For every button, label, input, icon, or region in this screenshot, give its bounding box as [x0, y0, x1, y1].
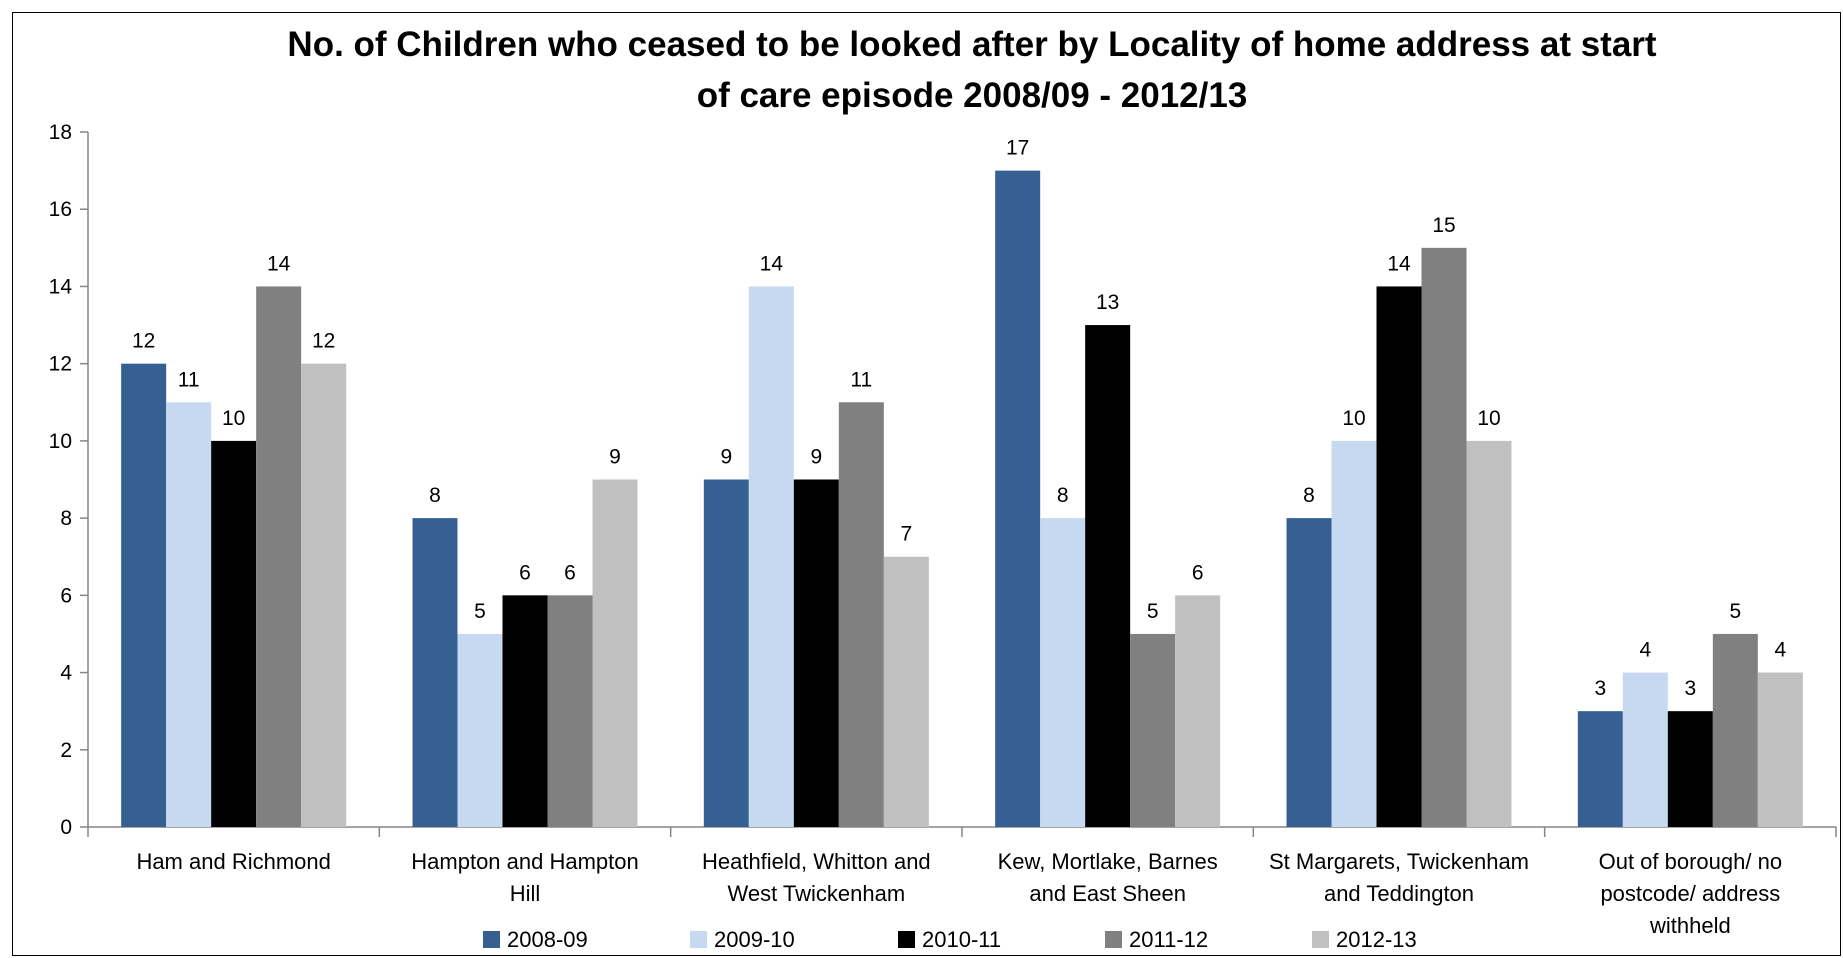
data-label: 5 — [1147, 600, 1159, 623]
bar-2008-09 — [412, 518, 458, 827]
data-label: 15 — [1432, 214, 1455, 237]
data-label: 10 — [1477, 407, 1500, 430]
bar-2009-10 — [457, 633, 503, 827]
chart-title-line-1: No. of Children who ceased to be looked … — [287, 25, 1656, 64]
data-label: 10 — [222, 407, 245, 430]
data-label: 14 — [760, 252, 784, 275]
y-tick-label: 10 — [49, 430, 72, 453]
bar-2009-10 — [1622, 672, 1668, 827]
bar-2010-11 — [1376, 286, 1422, 827]
bar-2009-10 — [1331, 440, 1377, 827]
y-tick-label: 8 — [60, 507, 72, 530]
legend-label: 2010-11 — [922, 927, 1001, 952]
bar-2009-10 — [748, 286, 794, 827]
x-category-label: Kew, Mortlake, Barnes — [998, 849, 1218, 874]
bar-2010-11 — [502, 595, 548, 827]
y-tick-label: 14 — [49, 275, 73, 298]
data-label: 9 — [609, 446, 621, 469]
bar-2008-09 — [121, 363, 167, 827]
legend-swatch-2009-10 — [690, 931, 707, 948]
data-label: 17 — [1006, 137, 1029, 160]
x-category-label: and Teddington — [1324, 881, 1474, 906]
data-label: 12 — [132, 330, 155, 353]
bar-2008-09 — [995, 170, 1041, 828]
x-category-label: Hampton and Hampton — [411, 849, 638, 874]
x-category-label: St Margarets, Twickenham — [1269, 849, 1529, 874]
x-category-label: Heathfield, Whitton and — [702, 849, 931, 874]
data-label: 8 — [1057, 484, 1069, 507]
bar-2012-13 — [301, 363, 347, 827]
bar-2011-12 — [256, 286, 302, 827]
x-category-label: Out of borough/ no — [1599, 849, 1782, 874]
bar-2011-12 — [547, 595, 593, 827]
bar-2010-11 — [1667, 711, 1713, 827]
data-label: 13 — [1096, 291, 1119, 314]
bar-2012-13 — [1757, 672, 1803, 827]
data-label: 10 — [1342, 407, 1365, 430]
y-tick-label: 16 — [49, 198, 72, 221]
bar-2008-09 — [703, 479, 749, 827]
legend-label: 2012-13 — [1336, 927, 1417, 952]
data-label: 6 — [564, 561, 576, 584]
y-tick-label: 0 — [60, 816, 72, 839]
data-label: 11 — [850, 368, 872, 391]
bar-2011-12 — [1130, 633, 1176, 827]
bar-2011-12 — [838, 402, 884, 827]
legend-label: 2008-09 — [507, 927, 588, 952]
data-label: 4 — [1774, 639, 1786, 662]
data-label: 8 — [1303, 484, 1315, 507]
bar-2012-13 — [1466, 440, 1512, 827]
bar-2008-09 — [1286, 518, 1332, 827]
bar-2010-11 — [1085, 325, 1131, 827]
data-label: 3 — [1684, 677, 1696, 700]
data-label: 11 — [178, 368, 200, 391]
y-tick-label: 4 — [60, 662, 72, 685]
legend-label: 2009-10 — [714, 927, 795, 952]
x-category-label: postcode/ address — [1600, 881, 1780, 906]
legend-label: 2011-12 — [1129, 927, 1208, 952]
data-label: 9 — [720, 446, 732, 469]
data-label: 7 — [900, 523, 912, 546]
chart-title-line-2: of care episode 2008/09 - 2012/13 — [697, 76, 1248, 115]
y-tick-label: 6 — [60, 584, 72, 607]
data-label: 14 — [1387, 252, 1411, 275]
data-label: 6 — [1192, 561, 1204, 584]
x-category-label: and East Sheen — [1029, 881, 1186, 906]
bar-2011-12 — [1421, 247, 1467, 828]
data-label: 5 — [474, 600, 486, 623]
legend-swatch-2012-13 — [1312, 931, 1329, 948]
bar-2010-11 — [211, 440, 257, 827]
bar-2012-13 — [592, 479, 638, 827]
legend-swatch-2010-11 — [898, 931, 915, 948]
data-label: 4 — [1639, 639, 1651, 662]
data-label: 6 — [519, 561, 531, 584]
y-tick-label: 12 — [49, 353, 72, 376]
data-label: 8 — [429, 484, 441, 507]
y-tick-label: 2 — [60, 739, 72, 762]
bar-2008-09 — [1577, 711, 1623, 827]
bar-2012-13 — [1175, 595, 1221, 827]
data-label: 5 — [1729, 600, 1741, 623]
bar-2012-13 — [883, 556, 929, 827]
x-category-label: West Twickenham — [727, 881, 905, 906]
data-label: 3 — [1594, 677, 1606, 700]
data-label: 12 — [312, 330, 335, 353]
legend-swatch-2011-12 — [1105, 931, 1122, 948]
legend-swatch-2008-09 — [483, 931, 500, 948]
x-category-label: Hill — [510, 881, 541, 906]
data-label: 14 — [267, 252, 291, 275]
bar-2009-10 — [166, 402, 212, 827]
x-category-label: Ham and Richmond — [136, 849, 330, 874]
x-category-label: withheld — [1649, 913, 1731, 938]
data-label: 9 — [810, 446, 822, 469]
y-tick-label: 18 — [49, 121, 72, 144]
bar-2011-12 — [1712, 633, 1758, 827]
bar-2010-11 — [793, 479, 839, 827]
bar-2009-10 — [1040, 518, 1086, 827]
